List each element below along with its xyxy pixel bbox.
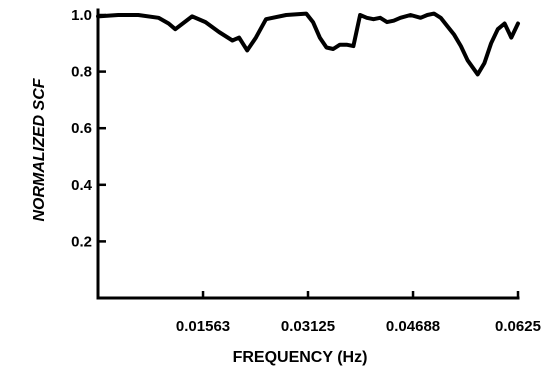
x-tick-label: 0.03125 xyxy=(281,318,335,335)
y-tick-label: 0.4 xyxy=(71,177,93,194)
y-tick-label: 0.6 xyxy=(71,120,92,137)
y-tick-label: 0.2 xyxy=(71,233,92,250)
y-axis-title: NORMALIZED SCF xyxy=(31,77,48,221)
x-axis-title: FREQUENCY (Hz) xyxy=(233,349,368,366)
x-ticks: 0.01563 0.03125 0.04688 0.0625 xyxy=(176,291,541,335)
x-tick-label: 0.0625 xyxy=(495,318,541,335)
x-tick-label: 0.01563 xyxy=(176,318,230,335)
axes xyxy=(96,8,520,300)
y-tick-label: 1.0 xyxy=(71,7,92,24)
x-tick-label: 0.04688 xyxy=(386,318,440,335)
y-tick-label: 0.8 xyxy=(71,64,92,81)
y-ticks: 0.2 0.4 0.6 0.8 1.0 xyxy=(71,7,106,250)
series-line xyxy=(96,11,520,77)
